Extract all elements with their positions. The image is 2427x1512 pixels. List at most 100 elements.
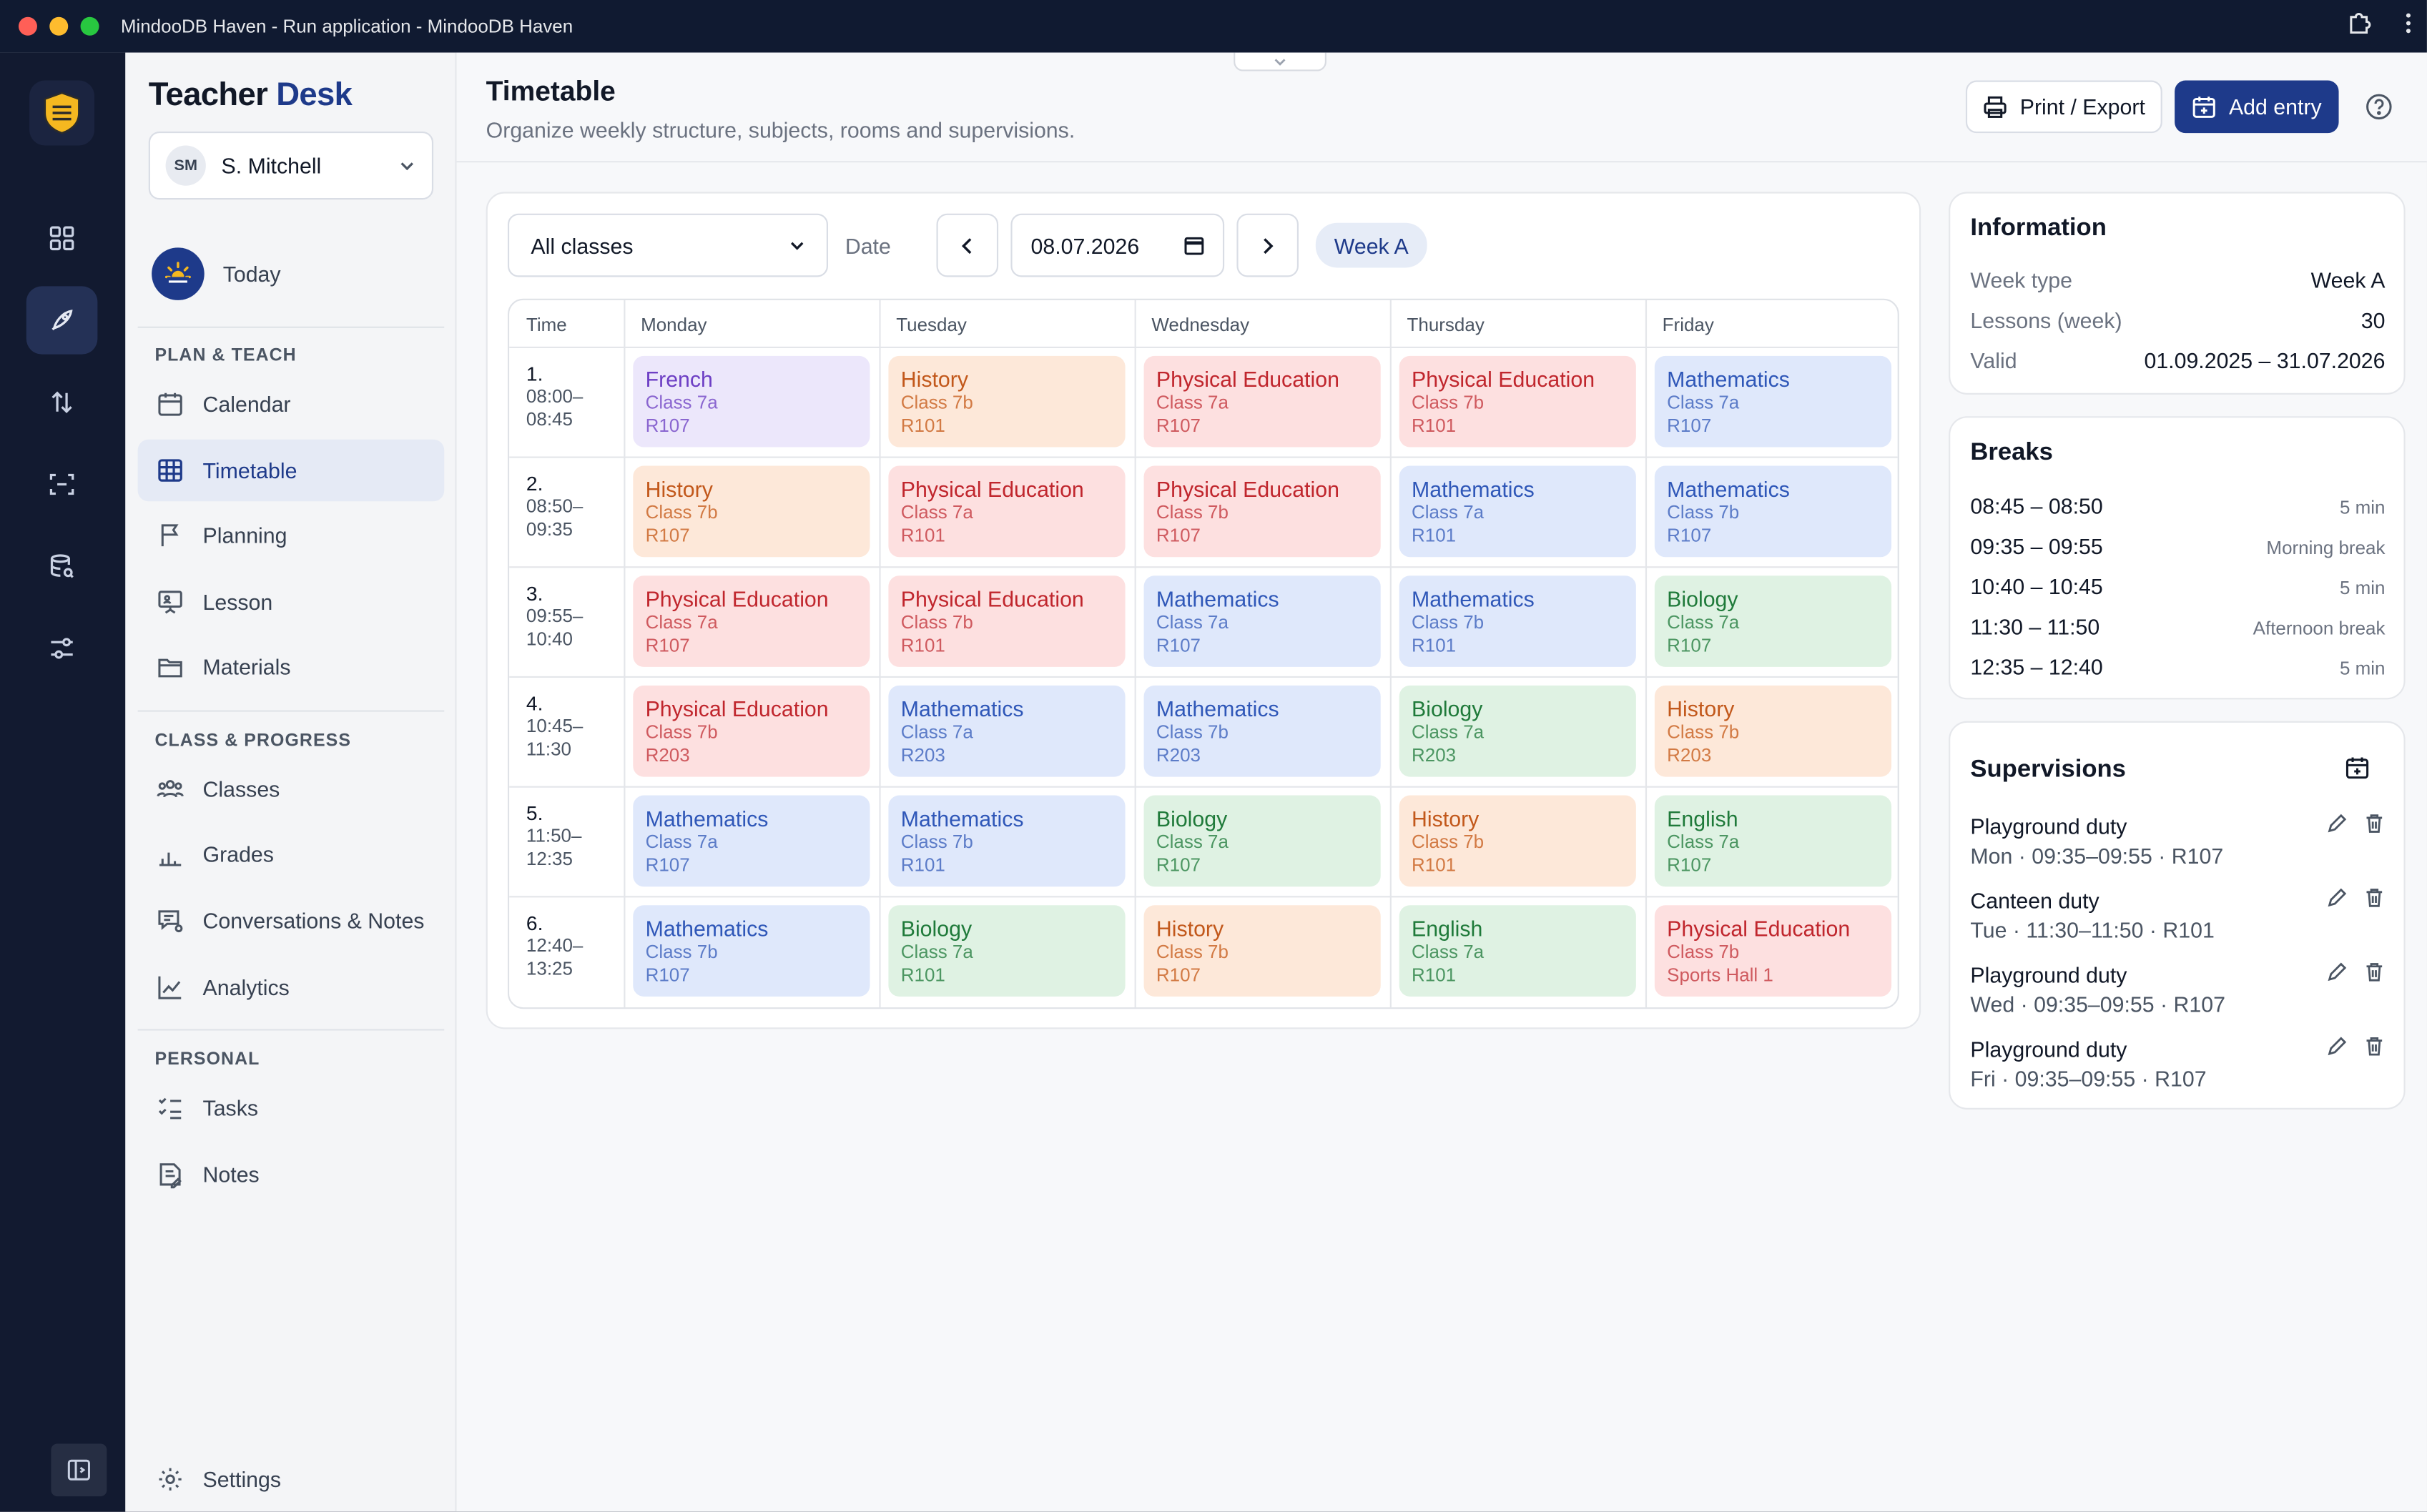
lesson-cell[interactable]: Physical Education Class 7b R107 xyxy=(1143,465,1381,558)
collapse-handle[interactable] xyxy=(1234,52,1326,71)
rail-settings-button[interactable] xyxy=(26,614,98,682)
lesson-cell[interactable]: Mathematics Class 7b R101 xyxy=(888,795,1126,887)
extension-icon[interactable] xyxy=(2346,10,2371,42)
lesson-cell[interactable]: Mathematics Class 7a R101 xyxy=(1399,465,1636,558)
lesson-cell[interactable]: Physical Education Class 7b R203 xyxy=(633,685,870,777)
today-link[interactable]: Today xyxy=(152,247,281,300)
date-input[interactable]: 08.07.2026 xyxy=(1010,213,1225,277)
sidebar-item-materials[interactable]: Materials xyxy=(138,636,445,698)
edit-icon[interactable] xyxy=(2326,812,2348,841)
sidebar-item-calendar[interactable]: Calendar xyxy=(138,373,445,435)
chevron-down-icon xyxy=(1274,58,1286,65)
edit-icon[interactable] xyxy=(2326,1035,2348,1064)
lesson-cell[interactable]: Mathematics Class 7a R107 xyxy=(1143,575,1381,667)
edit-icon[interactable] xyxy=(2326,961,2348,990)
rail-sync-button[interactable] xyxy=(26,368,98,436)
lesson-subject: Mathematics xyxy=(1667,476,1790,502)
maximize-window-button[interactable] xyxy=(80,16,99,36)
lesson-cell[interactable]: Physical Education Class 7b R101 xyxy=(888,575,1126,667)
lesson-cell[interactable]: Biology Class 7a R107 xyxy=(1654,575,1892,667)
trash-icon[interactable] xyxy=(2363,961,2385,990)
edit-icon[interactable] xyxy=(2326,886,2348,916)
lesson-cell[interactable]: Mathematics Class 7a R203 xyxy=(888,685,1126,777)
sidebar-item-grades[interactable]: Grades xyxy=(138,824,445,886)
lesson-cell[interactable]: Mathematics Class 7a R107 xyxy=(1654,355,1892,448)
print-export-button[interactable]: Print / Export xyxy=(1965,80,2162,134)
previous-week-button[interactable] xyxy=(936,213,999,277)
period-time-cell: 2. 08:50– 09:35 xyxy=(526,472,584,540)
lesson-cell[interactable]: Biology Class 7a R101 xyxy=(888,905,1126,997)
lesson-cell[interactable]: Physical Education Class 7b R101 xyxy=(1399,355,1636,448)
lesson-room: R107 xyxy=(1667,634,1712,656)
lesson-cell[interactable]: Physical Education Class 7a R101 xyxy=(888,465,1126,558)
close-window-button[interactable] xyxy=(18,16,37,36)
time-header: Time xyxy=(526,314,567,336)
minimize-window-button[interactable] xyxy=(49,16,69,36)
calendar-plus-icon xyxy=(2192,97,2215,118)
sidebar-item-tasks[interactable]: Tasks xyxy=(138,1077,445,1139)
lesson-cell[interactable]: Physical Education Class 7a R107 xyxy=(633,575,870,667)
lesson-cell[interactable]: English Class 7a R107 xyxy=(1654,795,1892,887)
lesson-cell[interactable]: English Class 7a R101 xyxy=(1399,905,1636,997)
day-header: Wednesday xyxy=(1151,314,1250,336)
lesson-cell[interactable]: History Class 7b R101 xyxy=(1399,795,1636,887)
lesson-cell[interactable]: Physical Education Class 7b Sports Hall 1 xyxy=(1654,905,1892,997)
rail-scan-button[interactable] xyxy=(26,450,98,518)
lesson-room: R203 xyxy=(1667,744,1712,766)
add-entry-button[interactable]: Add entry xyxy=(2175,80,2339,134)
lesson-class: Class 7b xyxy=(900,831,973,853)
sidebar-item-analytics[interactable]: Analytics xyxy=(138,957,445,1019)
information-card: Information Week type Week A Lessons (wee… xyxy=(1949,192,2406,395)
people-icon xyxy=(157,780,184,798)
lesson-class: Class 7b xyxy=(1156,721,1229,743)
divider xyxy=(137,1029,445,1031)
trash-icon[interactable] xyxy=(2363,1035,2385,1064)
lesson-cell[interactable]: Biology Class 7a R203 xyxy=(1399,685,1636,777)
lesson-room: R101 xyxy=(1412,415,1457,437)
break-row: 08:45 – 08:50 5 min xyxy=(1970,493,2386,519)
lesson-cell[interactable]: Mathematics Class 7b R101 xyxy=(1399,575,1636,667)
period-time-cell: 3. 09:55– 10:40 xyxy=(526,581,584,651)
app-logo[interactable] xyxy=(29,80,95,146)
toggle-sidebar-button[interactable] xyxy=(51,1443,107,1497)
more-vertical-icon[interactable] xyxy=(2406,11,2412,41)
rail-dashboard-button[interactable] xyxy=(26,204,98,272)
sidebar-item-planning[interactable]: Planning xyxy=(138,505,445,567)
date-label: Date xyxy=(845,233,891,259)
sidebar-item-timetable[interactable]: Timetable xyxy=(137,439,445,502)
lesson-cell[interactable]: Mathematics Class 7b R107 xyxy=(633,905,870,997)
lesson-cell[interactable]: History Class 7b R203 xyxy=(1654,685,1892,777)
rail-database-button[interactable] xyxy=(26,533,98,601)
rail-launch-button[interactable] xyxy=(26,286,98,355)
trash-icon[interactable] xyxy=(2363,812,2385,841)
sidebar-item-lesson[interactable]: Lesson xyxy=(138,571,445,633)
calendar-add-icon[interactable] xyxy=(2345,755,2370,787)
lesson-cell[interactable]: Mathematics Class 7b R203 xyxy=(1143,685,1381,777)
lesson-cell[interactable]: Mathematics Class 7b R107 xyxy=(1654,465,1892,558)
lesson-cell[interactable]: Biology Class 7a R107 xyxy=(1143,795,1381,887)
period-time-cell: 6. 12:40– 13:25 xyxy=(526,911,584,980)
lesson-subject: Physical Education xyxy=(1412,366,1595,392)
lesson-cell[interactable]: Physical Education Class 7a R107 xyxy=(1143,355,1381,448)
sidebar-item-settings[interactable]: Settings xyxy=(138,1448,445,1511)
sliders-icon xyxy=(51,638,73,659)
lesson-subject: Mathematics xyxy=(1156,696,1279,721)
help-icon[interactable] xyxy=(2365,93,2393,129)
sidebar-item-notes[interactable]: Notes xyxy=(138,1144,445,1206)
trash-icon[interactable] xyxy=(2363,886,2385,916)
lesson-cell[interactable]: History Class 7b R107 xyxy=(1143,905,1381,997)
next-week-button[interactable] xyxy=(1236,213,1299,277)
window-title: MindooDB Haven - Run application - Mindo… xyxy=(120,15,573,37)
sidebar-item-classes[interactable]: Classes xyxy=(138,759,445,821)
user-switcher[interactable]: SM S. Mitchell xyxy=(148,131,434,200)
sidebar-item-conversations[interactable]: Conversations & Notes xyxy=(138,890,445,952)
lesson-cell[interactable]: History Class 7b R101 xyxy=(888,355,1126,448)
class-select[interactable]: All classes xyxy=(507,213,829,277)
grid-row-line xyxy=(509,676,1898,678)
lesson-subject: Biology xyxy=(900,916,973,942)
lesson-cell[interactable]: History Class 7b R107 xyxy=(633,465,870,558)
lesson-cell[interactable]: French Class 7a R107 xyxy=(633,355,870,448)
line-chart-icon xyxy=(158,976,182,999)
lesson-cell[interactable]: Mathematics Class 7a R107 xyxy=(633,795,870,887)
